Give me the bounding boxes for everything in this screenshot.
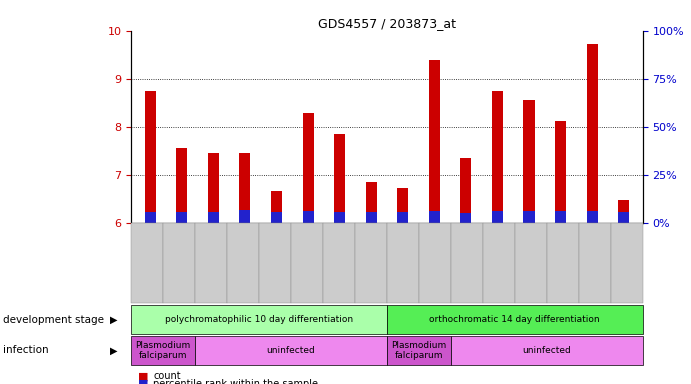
Bar (239, 153, 250, 223)
Text: Plasmodium
falciparum: Plasmodium falciparum (391, 341, 446, 360)
Bar (587, 44, 598, 223)
Bar (144, 212, 155, 223)
Bar (618, 212, 630, 223)
Bar (366, 182, 377, 223)
Bar (555, 211, 566, 223)
Bar (429, 211, 440, 223)
Bar (429, 61, 440, 223)
Bar (460, 213, 471, 223)
Bar (397, 212, 408, 223)
Bar (334, 212, 345, 223)
Text: infection: infection (3, 345, 49, 356)
Text: polychromatophilic 10 day differentiation: polychromatophilic 10 day differentiatio… (165, 315, 353, 324)
Text: development stage: development stage (3, 314, 104, 325)
Bar (366, 212, 377, 223)
Bar (587, 211, 598, 223)
Title: GDS4557 / 203873_at: GDS4557 / 203873_at (318, 17, 456, 30)
Text: ■: ■ (138, 379, 149, 384)
Bar (397, 188, 408, 223)
Bar (524, 100, 535, 223)
Bar (271, 212, 282, 223)
Bar (239, 210, 250, 223)
Bar (176, 148, 187, 223)
Bar (334, 134, 345, 223)
Bar (460, 158, 471, 223)
Bar (271, 190, 282, 223)
Bar (524, 211, 535, 223)
Bar (303, 211, 314, 223)
Text: ▶: ▶ (111, 314, 117, 325)
Text: orthochromatic 14 day differentiation: orthochromatic 14 day differentiation (430, 315, 600, 324)
Text: ■: ■ (138, 371, 149, 381)
Bar (555, 121, 566, 223)
Bar (492, 91, 503, 223)
Bar (208, 153, 219, 223)
Text: count: count (153, 371, 181, 381)
Text: ▶: ▶ (111, 345, 117, 356)
Bar (303, 113, 314, 223)
Bar (144, 91, 155, 223)
Text: uninfected: uninfected (267, 346, 316, 355)
Text: uninfected: uninfected (522, 346, 571, 355)
Bar (208, 212, 219, 223)
Text: percentile rank within the sample: percentile rank within the sample (153, 379, 319, 384)
Bar (176, 212, 187, 223)
Text: Plasmodium
falciparum: Plasmodium falciparum (135, 341, 191, 360)
Bar (492, 211, 503, 223)
Bar (618, 200, 630, 223)
